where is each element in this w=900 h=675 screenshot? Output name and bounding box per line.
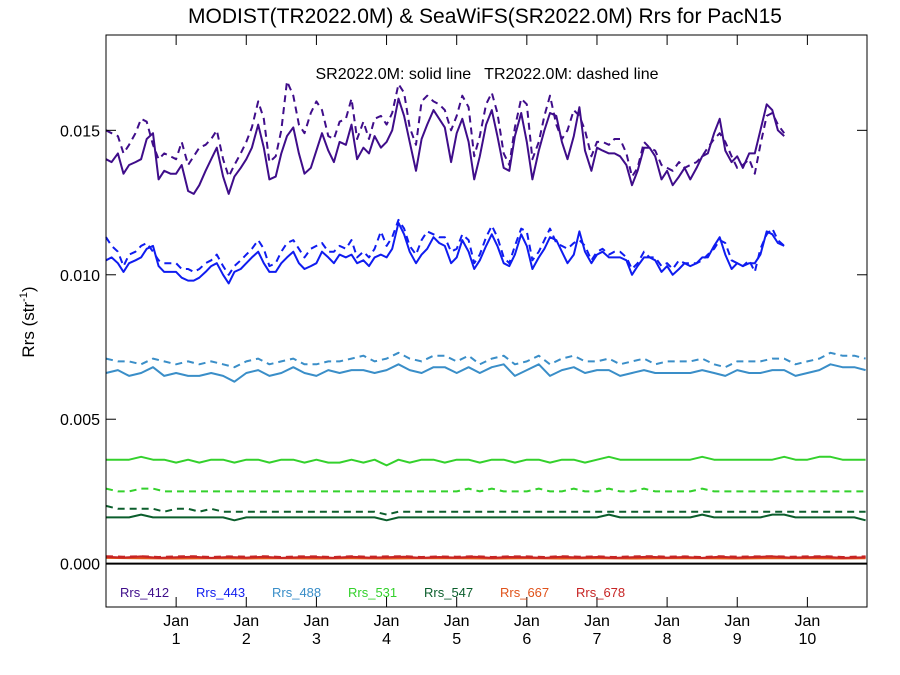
x-tick-year-label: 7	[593, 631, 602, 648]
x-tick-month-label: Jan	[444, 613, 470, 630]
x-tick-month-label: Jan	[374, 613, 400, 630]
y-axis-label-main: Rrs (str	[19, 302, 38, 358]
x-tick-year-label: 10	[798, 631, 816, 648]
legend-entry: Rrs_667	[500, 585, 549, 600]
x-tick-month-label: Jan	[163, 613, 189, 630]
x-tick-month-label: Jan	[654, 613, 680, 630]
series-dashed-line-Rrs_531	[105, 487, 866, 493]
y-axis-ticks: 0.000 0.005 0.010 0.015	[60, 123, 867, 574]
series-dashed-line-Rrs_547	[105, 504, 866, 516]
x-axis-ticks: Jan1Jan2Jan3Jan4Jan5Jan6Jan7Jan8Jan9Jan1…	[163, 35, 820, 648]
line-style-annotation: SR2022.0M: solid line TR2022.0M: dashed …	[315, 66, 658, 83]
legend: Rrs_412 Rrs_443 Rrs_488 Rrs_531 Rrs_547 Rrs_6…	[120, 585, 625, 600]
y-axis-label: Rrs (str-1)	[18, 286, 38, 357]
series-solid-line-Rrs_531	[106, 455, 866, 467]
x-tick-month-label: Jan	[514, 613, 540, 630]
legend-entry: Rrs_678	[576, 585, 625, 600]
x-tick-year-label: 8	[663, 631, 672, 648]
series-solid-line-Rrs_488	[105, 363, 866, 383]
x-tick-month-label: Jan	[794, 613, 820, 630]
x-tick-month-label: Jan	[724, 613, 750, 630]
legend-entry: Rrs_531	[348, 585, 397, 600]
y-tick-label: 0.010	[60, 268, 100, 285]
series-dashed-line-Rrs_488	[105, 351, 866, 369]
series-solid-line-Rrs_412	[105, 97, 785, 195]
y-axis-label-end: )	[19, 286, 38, 292]
x-tick-month-label: Jan	[233, 613, 259, 630]
chart-title: MODIST(TR2022.0M) & SeaWiFS(SR2022.0M) R…	[188, 5, 782, 28]
legend-entry: Rrs_547	[424, 585, 473, 600]
x-tick-year-label: 3	[312, 631, 321, 648]
x-tick-year-label: 9	[733, 631, 742, 648]
legend-entry: Rrs_443	[196, 585, 245, 600]
legend-entry: Rrs_412	[120, 585, 169, 600]
x-tick-year-label: 5	[452, 631, 461, 648]
x-tick-month-label: Jan	[584, 613, 610, 630]
series-dashed-line-Rrs_443	[105, 218, 785, 276]
y-tick-label: 0.005	[60, 412, 100, 429]
x-tick-year-label: 2	[242, 631, 251, 648]
series-dashed-line-Rrs_678	[105, 555, 866, 558]
plot-series	[105, 80, 866, 560]
x-tick-month-label: Jan	[304, 613, 330, 630]
x-tick-year-label: 4	[382, 631, 391, 648]
plot-frame	[105, 34, 868, 608]
legend-entry: Rrs_488	[272, 585, 321, 600]
series-solid-line-Rrs_547	[106, 513, 866, 522]
y-axis-label-superscript: -1	[18, 292, 30, 302]
x-tick-year-label: 1	[172, 631, 181, 648]
y-tick-label: 0.000	[60, 557, 100, 574]
series-dashed-line-Rrs_412	[105, 80, 786, 178]
y-tick-label: 0.015	[60, 123, 100, 140]
x-tick-year-label: 6	[522, 631, 531, 648]
series-solid-line-Rrs_443	[105, 221, 785, 285]
